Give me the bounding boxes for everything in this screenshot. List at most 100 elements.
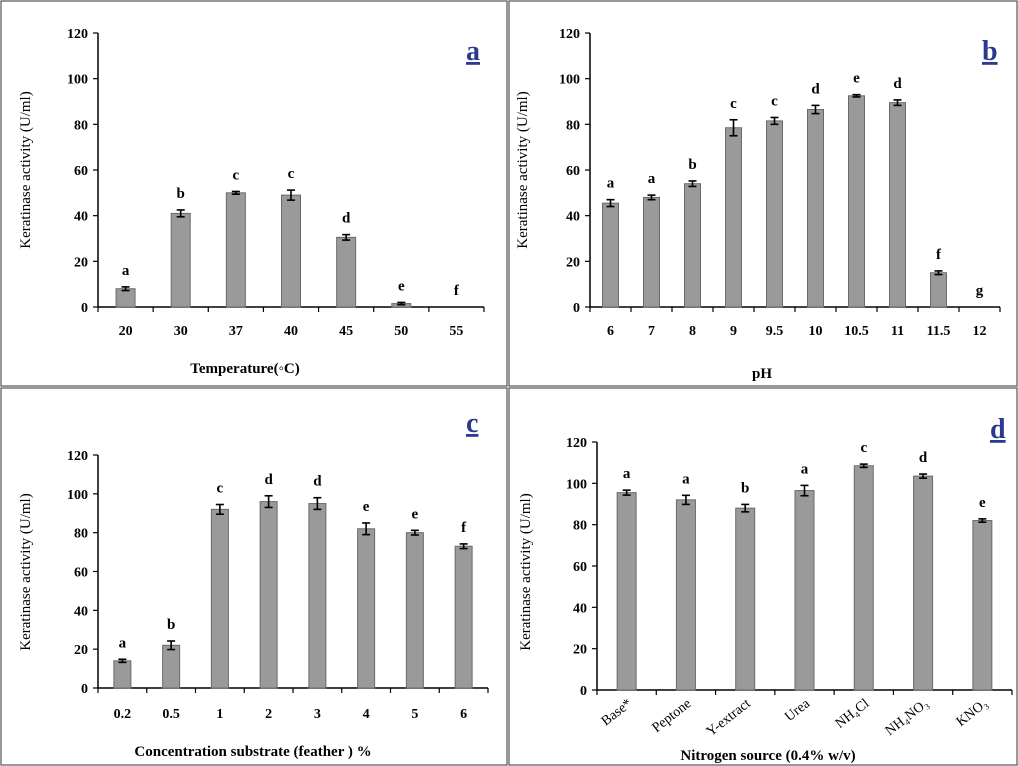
x-tick-label: 5	[411, 707, 418, 722]
significance-label: b	[688, 157, 696, 173]
panel-a-border	[0, 0, 508, 387]
panel-b-border	[508, 0, 1018, 387]
panel-b-ylabel: Keratinase activity (U/ml)	[515, 91, 531, 248]
y-tick-label: 20	[566, 255, 580, 270]
x-tick-label: 2	[265, 707, 272, 722]
y-tick-label: 0	[573, 301, 580, 316]
panel-letter-d: d	[990, 414, 1006, 445]
significance-label: a	[119, 635, 127, 651]
significance-label: e	[363, 499, 370, 515]
y-tick-label: 0	[81, 682, 88, 697]
significance-label: b	[177, 186, 185, 202]
y-tick-label: 120	[566, 436, 587, 451]
bar	[616, 492, 637, 691]
y-tick-label: 80	[573, 519, 587, 534]
bar	[684, 183, 701, 308]
significance-label: f	[936, 247, 942, 263]
y-tick-label: 40	[74, 604, 88, 619]
y-tick-label: 40	[573, 601, 587, 616]
y-tick-label: 100	[566, 477, 587, 492]
significance-label: c	[217, 481, 224, 497]
x-tick-label: 7	[648, 324, 655, 339]
bar	[454, 545, 473, 689]
significance-label: d	[811, 81, 820, 97]
panel-c-plot: 0 20 40 60 80 100 120 a 0.2 b 0.5 c 1 d 2 d 3 e 4 e 5 f 6	[67, 449, 489, 722]
x-tick-label: 6	[607, 324, 614, 339]
panel-d-ylabel: Keratinase activity (U/ml)	[518, 493, 534, 650]
bar	[848, 95, 865, 308]
panel-letter-c: c	[466, 408, 478, 439]
significance-label: b	[167, 617, 175, 633]
y-tick-label: 0	[580, 684, 587, 699]
bar	[735, 507, 756, 691]
y-tick-label: 40	[74, 210, 88, 225]
bar	[643, 196, 660, 308]
panel-c-border	[0, 387, 508, 766]
y-tick-label: 60	[573, 560, 587, 575]
panel-a-ylabel: Keratinase activity (U/ml)	[18, 91, 34, 248]
bar	[115, 288, 136, 308]
bar	[308, 503, 327, 689]
panel-a-plot: 0 20 40 60 80 100 120 a 20 b 30 c 37 c 40 d 45 e 50 f 55	[67, 27, 485, 339]
bar	[889, 102, 906, 308]
significance-label: a	[623, 466, 631, 482]
bar	[281, 194, 301, 308]
y-tick-label: 60	[74, 566, 88, 581]
bar	[225, 192, 246, 308]
bar	[766, 120, 783, 308]
x-tick-label: 50	[394, 324, 408, 339]
significance-label: c	[860, 440, 867, 456]
significance-label: e	[398, 278, 405, 294]
significance-label: f	[454, 283, 460, 299]
significance-label: e	[853, 71, 860, 87]
x-tick-label: Peptone	[650, 696, 695, 736]
x-tick-label: KNO₃	[954, 696, 991, 730]
x-tick-label: 0.2	[114, 707, 132, 722]
panel-d-xlabel: Nitrogen source (0.4% w/v)	[680, 748, 855, 764]
significance-label: a	[682, 471, 690, 487]
panel-c-ylabel: Keratinase activity (U/ml)	[18, 493, 34, 650]
x-tick-label: 3	[314, 707, 321, 722]
bar	[210, 508, 229, 689]
y-tick-label: 60	[74, 164, 88, 179]
significance-label: d	[313, 474, 322, 490]
y-tick-label: 100	[67, 488, 88, 503]
significance-label: e	[979, 495, 986, 511]
x-tick-label: 11.5	[927, 324, 951, 339]
significance-label: d	[342, 211, 351, 227]
significance-label: c	[771, 93, 778, 109]
panel-d-border	[508, 387, 1018, 766]
y-tick-label: 20	[74, 643, 88, 658]
bar	[794, 490, 815, 691]
y-tick-label: 80	[74, 527, 88, 542]
y-tick-label: 120	[67, 27, 88, 42]
significance-label: c	[233, 167, 240, 183]
x-tick-label: 37	[229, 324, 243, 339]
x-tick-label: 9	[730, 324, 737, 339]
x-tick-label: 9.5	[766, 324, 784, 339]
y-tick-label: 120	[67, 449, 88, 464]
bar	[405, 532, 424, 689]
significance-label: b	[741, 480, 749, 496]
x-tick-label: NH₄NO₃	[883, 696, 932, 739]
bar	[357, 528, 376, 689]
x-tick-label: 0.5	[162, 707, 180, 722]
bar	[336, 236, 357, 308]
x-tick-label: 40	[284, 324, 298, 339]
y-tick-label: 20	[573, 643, 587, 658]
significance-label: a	[648, 171, 656, 187]
x-tick-label: 6	[460, 707, 467, 722]
bar	[162, 644, 181, 689]
y-tick-label: 80	[74, 118, 88, 133]
x-tick-label: 8	[689, 324, 696, 339]
panel-b-xlabel: pH	[752, 366, 772, 382]
y-tick-label: 120	[559, 27, 580, 42]
significance-label: d	[264, 472, 273, 488]
significance-label: c	[288, 166, 295, 182]
significance-label: d	[893, 76, 902, 92]
bar	[675, 499, 696, 691]
x-tick-label: Y-extract	[704, 696, 754, 739]
y-tick-label: 100	[67, 73, 88, 88]
significance-label: c	[730, 96, 737, 112]
